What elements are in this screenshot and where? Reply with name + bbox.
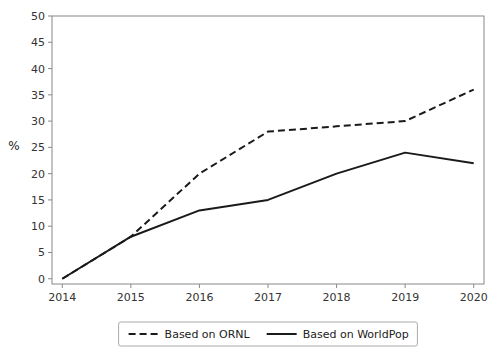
legend-label: Based on WorldPop <box>303 328 409 341</box>
x-tick-label: 2015 <box>117 291 145 304</box>
y-tick-label: 45 <box>31 36 45 49</box>
series-line <box>62 153 473 279</box>
legend-box <box>119 322 418 346</box>
x-tick <box>473 284 474 288</box>
x-tick <box>199 284 200 288</box>
x-tick <box>336 284 337 288</box>
y-tick-label: 25 <box>31 141 45 154</box>
x-tick-label: 2020 <box>460 291 488 304</box>
y-tick <box>48 226 52 227</box>
y-tick-label: 35 <box>31 89 45 102</box>
y-tick <box>48 42 52 43</box>
x-tick <box>405 284 406 288</box>
legend: Based on ORNL Based on WorldPop <box>119 322 418 346</box>
y-tick <box>48 147 52 148</box>
y-tick <box>48 121 52 122</box>
y-tick <box>48 278 52 279</box>
chart: 0 5 10 15 20 25 30 35 40 45 50 2014 2015 2016 2017 2018… <box>0 0 500 356</box>
y-tick <box>48 16 52 17</box>
x-tick-label: 2018 <box>323 291 351 304</box>
y-tick-label: 50 <box>31 10 45 23</box>
legend-swatch <box>267 333 297 335</box>
x-tick <box>62 284 63 288</box>
x-tick <box>130 284 131 288</box>
y-tick-label: 40 <box>31 63 45 76</box>
y-tick <box>48 68 52 69</box>
y-tick-label: 5 <box>38 246 45 259</box>
y-tick-label: 10 <box>31 220 45 233</box>
y-tick <box>48 94 52 95</box>
y-tick-label: 30 <box>31 115 45 128</box>
y-tick <box>48 173 52 174</box>
x-tick-label: 2017 <box>254 291 282 304</box>
x-tick-label: 2019 <box>391 291 419 304</box>
y-tick-label: 0 <box>38 273 45 286</box>
x-tick-label: 2016 <box>185 291 213 304</box>
y-tick-label: 20 <box>31 168 45 181</box>
y-axis-label: % <box>8 139 19 153</box>
y-tick <box>48 199 52 200</box>
x-tick-label: 2014 <box>48 291 76 304</box>
series-group <box>62 90 473 279</box>
y-tick-label: 15 <box>31 194 45 207</box>
x-tick <box>268 284 269 288</box>
y-tick <box>48 252 52 253</box>
series-line <box>62 90 473 279</box>
legend-label: Based on ORNL <box>165 328 251 341</box>
plot-frame <box>52 16 484 284</box>
legend-swatch <box>129 333 159 335</box>
